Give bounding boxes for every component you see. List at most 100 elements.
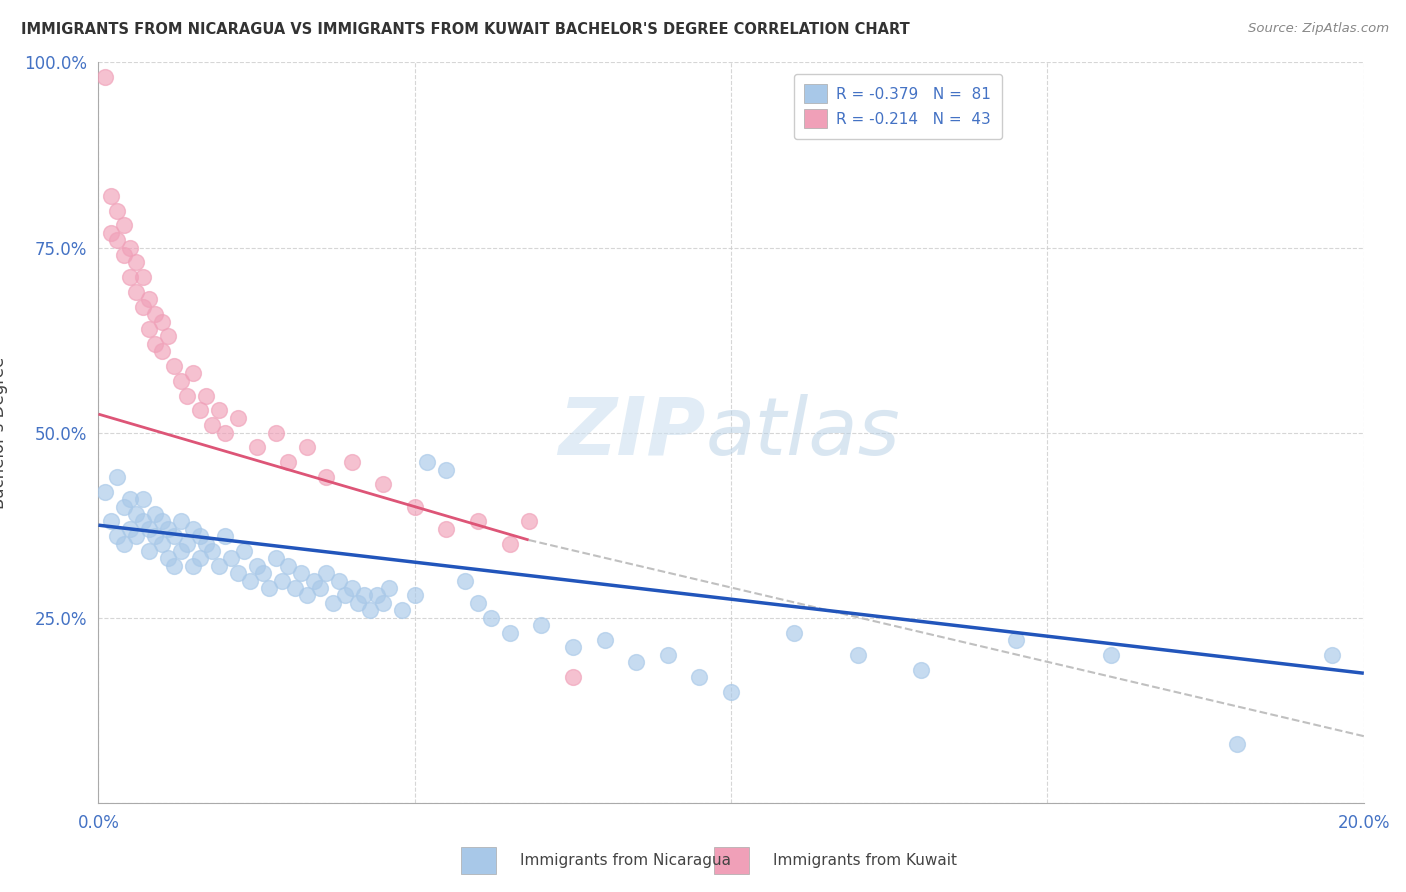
- Point: [297, 589, 319, 603]
- Point: [1004, 632, 1026, 647]
- Point: [112, 500, 135, 514]
- Point: [150, 515, 173, 529]
- Point: [188, 551, 211, 566]
- Point: [93, 484, 117, 499]
- Point: [163, 529, 186, 543]
- Point: [416, 455, 439, 469]
- Point: [391, 603, 413, 617]
- Point: [145, 507, 166, 521]
- Point: [436, 522, 458, 536]
- Point: [284, 581, 307, 595]
- Point: [353, 589, 375, 603]
- Point: [132, 300, 155, 314]
- Point: [1322, 648, 1344, 662]
- Point: [479, 610, 502, 624]
- Point: [183, 558, 205, 573]
- Point: [125, 507, 148, 521]
- Point: [720, 685, 742, 699]
- Point: [120, 522, 141, 536]
- Point: [120, 270, 141, 285]
- Point: [208, 403, 231, 417]
- Point: [107, 470, 129, 484]
- Point: [277, 558, 299, 573]
- Point: [246, 558, 269, 573]
- Point: [290, 566, 312, 581]
- Point: [498, 625, 520, 640]
- Point: [467, 515, 489, 529]
- Point: [340, 455, 363, 469]
- Point: [201, 544, 224, 558]
- Point: [371, 596, 394, 610]
- Point: [233, 544, 256, 558]
- Point: [561, 640, 585, 655]
- Point: [194, 388, 218, 402]
- Point: [264, 551, 287, 566]
- Point: [150, 344, 173, 359]
- Point: [138, 322, 160, 336]
- Point: [169, 515, 191, 529]
- Point: [302, 574, 325, 588]
- Point: [315, 566, 337, 581]
- Point: [150, 314, 173, 328]
- Y-axis label: Bachelor's Degree: Bachelor's Degree: [0, 357, 7, 508]
- Point: [404, 589, 426, 603]
- Point: [328, 574, 350, 588]
- Point: [157, 329, 180, 343]
- Point: [593, 632, 616, 647]
- Point: [132, 492, 155, 507]
- Point: [340, 581, 363, 595]
- Text: Immigrants from Nicaragua: Immigrants from Nicaragua: [520, 854, 731, 868]
- Point: [183, 367, 205, 381]
- Point: [219, 551, 243, 566]
- Point: [107, 203, 129, 218]
- Point: [138, 293, 160, 307]
- Point: [321, 596, 344, 610]
- Point: [561, 670, 585, 684]
- Point: [120, 492, 141, 507]
- Point: [125, 285, 148, 299]
- Point: [100, 226, 122, 240]
- Point: [112, 219, 135, 233]
- Point: [846, 648, 869, 662]
- Point: [107, 529, 129, 543]
- Point: [335, 589, 357, 603]
- Point: [125, 529, 148, 543]
- Point: [498, 536, 520, 550]
- Point: [277, 455, 299, 469]
- Point: [270, 574, 294, 588]
- Point: [346, 596, 368, 610]
- Point: [366, 589, 388, 603]
- Point: [783, 625, 806, 640]
- Point: [201, 418, 224, 433]
- Point: [208, 558, 231, 573]
- Point: [188, 403, 211, 417]
- Point: [359, 603, 381, 617]
- Point: [688, 670, 710, 684]
- Legend: R = -0.379   N =  81, R = -0.214   N =  43: R = -0.379 N = 81, R = -0.214 N = 43: [793, 74, 1002, 138]
- Point: [467, 596, 489, 610]
- Point: [1099, 648, 1122, 662]
- Point: [454, 574, 477, 588]
- Point: [264, 425, 287, 440]
- Point: [226, 566, 249, 581]
- Point: [309, 581, 332, 595]
- Point: [169, 544, 191, 558]
- Point: [107, 233, 129, 247]
- Point: [378, 581, 401, 595]
- Text: ZIP: ZIP: [558, 393, 706, 472]
- Point: [176, 388, 198, 402]
- Point: [1226, 737, 1249, 751]
- Point: [150, 536, 173, 550]
- Point: [259, 581, 281, 595]
- Point: [436, 462, 458, 476]
- Text: IMMIGRANTS FROM NICARAGUA VS IMMIGRANTS FROM KUWAIT BACHELOR'S DEGREE CORRELATIO: IMMIGRANTS FROM NICARAGUA VS IMMIGRANTS …: [21, 22, 910, 37]
- Point: [120, 240, 141, 255]
- Point: [194, 536, 218, 550]
- Point: [163, 558, 186, 573]
- Text: Source: ZipAtlas.com: Source: ZipAtlas.com: [1249, 22, 1389, 36]
- Point: [226, 410, 249, 425]
- Point: [214, 425, 236, 440]
- Point: [112, 248, 135, 262]
- Point: [297, 441, 319, 455]
- Point: [624, 655, 647, 669]
